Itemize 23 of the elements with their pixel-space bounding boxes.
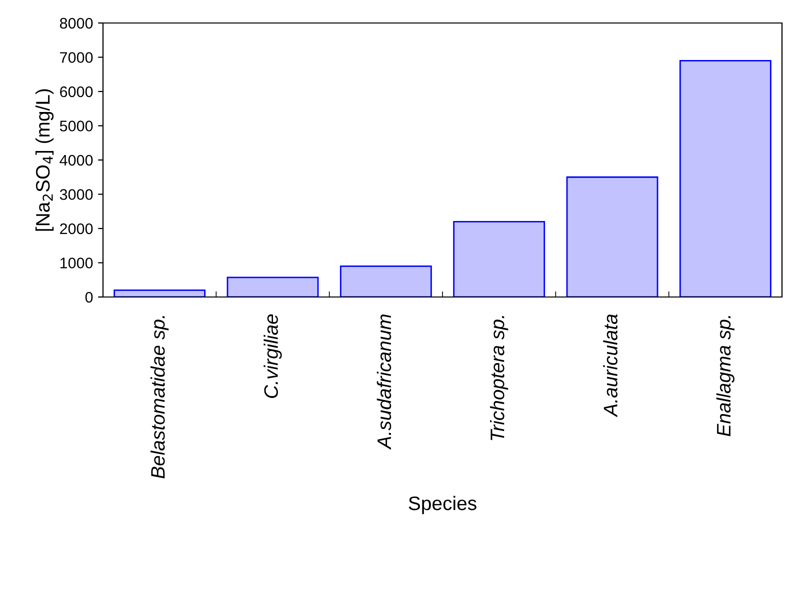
y-tick-label: 0 — [85, 292, 93, 303]
x-tick-label: A.auriculata — [603, 314, 618, 418]
x-tick-label: Enallagma sp. — [716, 316, 734, 436]
x-tick-label: A.sudafricanum — [376, 314, 392, 450]
bar — [453, 220, 546, 297]
bar — [679, 60, 772, 297]
y-tick-label: 7000 — [60, 52, 93, 63]
bar — [114, 289, 206, 297]
y-tick-label: 1000 — [60, 258, 93, 268]
bar — [340, 265, 432, 297]
x-tick-label: C.virgiliae — [264, 314, 282, 398]
y-axis-title: [Na$_{2}$SO$_{4}$] (mg/L) — [35, 89, 54, 231]
y-tick-label: 5000 — [60, 120, 93, 132]
bar — [226, 276, 319, 297]
x-axis-title: Species — [408, 496, 476, 514]
x-tick-label: Trichoptera sp. — [490, 316, 508, 440]
y-tick-label: 3000 — [60, 189, 93, 200]
x-tick-label: Belastomatidae sp. — [150, 316, 169, 478]
y-tick-label: 2000 — [60, 223, 93, 234]
y-tick-label: 8000 — [60, 18, 93, 29]
y-tick-label: 6000 — [60, 86, 93, 98]
y-tick-label: 4000 — [60, 154, 93, 166]
bar — [566, 176, 658, 297]
